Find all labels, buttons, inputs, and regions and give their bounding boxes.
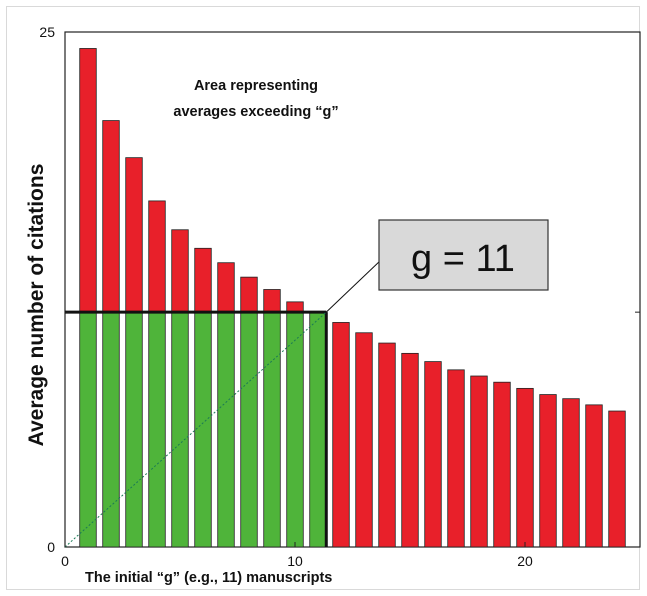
- bar-exceeding-5: [171, 229, 189, 313]
- y-tick-label-0: 0: [47, 539, 55, 555]
- x-tick-label-20: 20: [517, 553, 533, 569]
- bar-17: [447, 369, 465, 548]
- bar-below-8: [240, 311, 258, 548]
- bar-below-2: [102, 311, 120, 548]
- x-axis-label: The initial “g” (e.g., 11) manuscripts: [85, 570, 332, 586]
- bar-exceeding-10: [286, 301, 304, 313]
- bar-24: [608, 410, 626, 548]
- guide-layer: [64, 259, 382, 548]
- axis-layer: 0 10 20 0 25: [39, 24, 640, 569]
- bar-below-10: [286, 311, 304, 548]
- bar-16: [424, 361, 442, 548]
- g-value-label: g = 11: [411, 238, 515, 280]
- bar-below-11: [309, 311, 327, 548]
- bar-13: [355, 332, 373, 548]
- bar-exceeding-8: [240, 276, 258, 313]
- bar-19: [493, 381, 511, 548]
- bar-below-4: [148, 311, 166, 548]
- y-axis-label: Average number of citations: [25, 164, 48, 447]
- bar-23: [585, 404, 603, 548]
- bar-21: [539, 394, 557, 548]
- y-tick-label-25: 25: [39, 24, 55, 40]
- bar-exceeding-4: [148, 200, 166, 313]
- bar-15: [401, 352, 419, 548]
- bar-chart: 0 10 20 0 25 Average number of citations The…: [25, 24, 641, 586]
- x-tick-label-10: 10: [287, 553, 303, 569]
- annotation-area-line2: averages exceeding “g”: [173, 104, 338, 120]
- bar-below-7: [217, 311, 235, 548]
- bar-20: [516, 387, 534, 548]
- bar-22: [562, 398, 580, 548]
- bar-exceeding-6: [194, 247, 212, 313]
- bar-12: [332, 322, 350, 548]
- bars-layer: [79, 48, 626, 548]
- bar-exceeding-3: [125, 157, 143, 313]
- bar-below-5: [171, 311, 189, 548]
- bar-18: [470, 375, 488, 548]
- g-callout-line: [325, 259, 382, 313]
- annotation-area-line1: Area representing: [194, 78, 318, 94]
- bar-exceeding-2: [102, 120, 120, 313]
- chart-frame: 0 10 20 0 25 Average number of citations The…: [6, 6, 641, 590]
- bar-below-9: [263, 311, 281, 548]
- bar-exceeding-7: [217, 262, 235, 313]
- bar-exceeding-9: [263, 289, 281, 313]
- diagonal-guide-line: [64, 311, 327, 548]
- bar-14: [378, 342, 396, 548]
- g-value-box: [378, 219, 549, 291]
- bar-below-6: [194, 311, 212, 548]
- bar-below-3: [125, 311, 143, 548]
- bar-below-1: [79, 311, 97, 548]
- bar-exceeding-1: [79, 48, 97, 313]
- x-tick-label-0: 0: [61, 553, 69, 569]
